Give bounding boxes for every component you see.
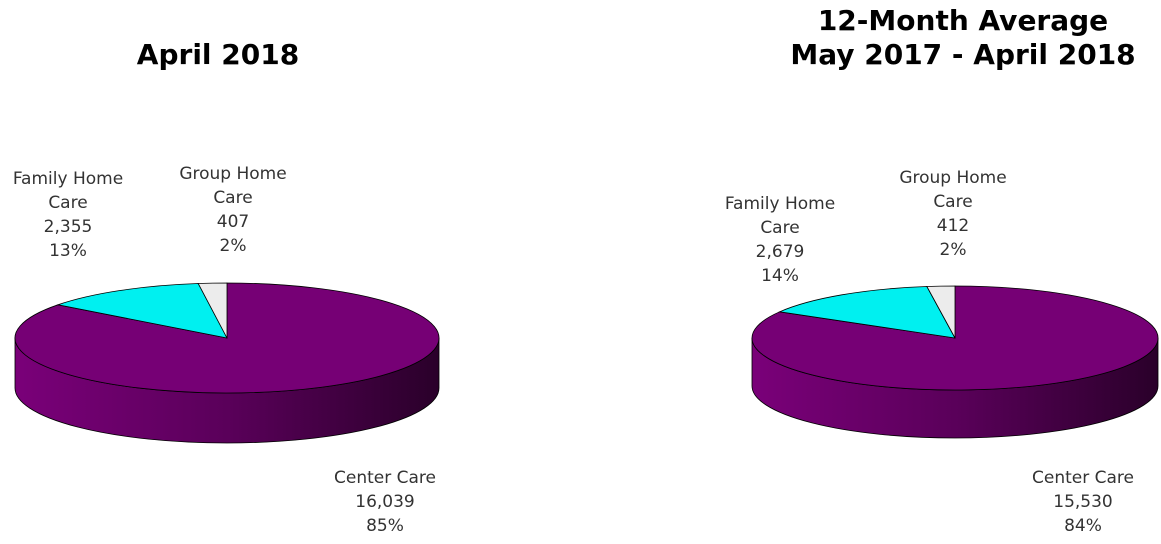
slice-label: Group Home Care 412 2% xyxy=(883,166,1023,262)
share-label: 14% xyxy=(761,266,799,286)
category-label: Family Home Care xyxy=(724,194,836,238)
value-label: 15,530 xyxy=(1053,492,1113,512)
pie-slice xyxy=(56,283,228,339)
share-label: 2% xyxy=(219,236,247,256)
slice-label: Center Care 15,530 84% xyxy=(1013,466,1153,538)
value-label: 16,039 xyxy=(355,492,415,512)
slice-label: Group Home Care 407 2% xyxy=(163,162,303,258)
share-label: 85% xyxy=(366,516,404,536)
category-label: Family Home Care xyxy=(12,169,124,213)
value-label: 407 xyxy=(216,212,250,232)
title-text: April 2018 xyxy=(136,38,300,71)
share-label: 2% xyxy=(939,240,967,260)
pie-slice xyxy=(926,285,956,339)
chart-title: April 2018 xyxy=(137,38,299,72)
value-label: 2,355 xyxy=(43,217,93,237)
title-text: 12-Month Average xyxy=(817,4,1109,37)
share-label: 13% xyxy=(49,241,87,261)
slice-label: Family Home Care 2,679 14% xyxy=(710,192,850,288)
chart-title: 12-Month Average May 2017 - April 2018 xyxy=(790,4,1135,72)
subtitle-text: May 2017 - April 2018 xyxy=(790,38,1136,71)
pie-slice xyxy=(197,282,228,339)
share-label: 84% xyxy=(1064,516,1102,536)
category-label: Center Care xyxy=(1032,468,1134,488)
value-label: 2,679 xyxy=(755,242,805,262)
category-label: Group Home Care xyxy=(899,168,1007,212)
value-label: 412 xyxy=(936,216,970,236)
category-label: Group Home Care xyxy=(179,164,287,208)
slice-label: Family Home Care 2,355 13% xyxy=(0,167,138,263)
category-label: Center Care xyxy=(334,468,436,488)
slice-label: Center Care 16,039 85% xyxy=(315,466,455,538)
pie-slice xyxy=(778,286,956,339)
